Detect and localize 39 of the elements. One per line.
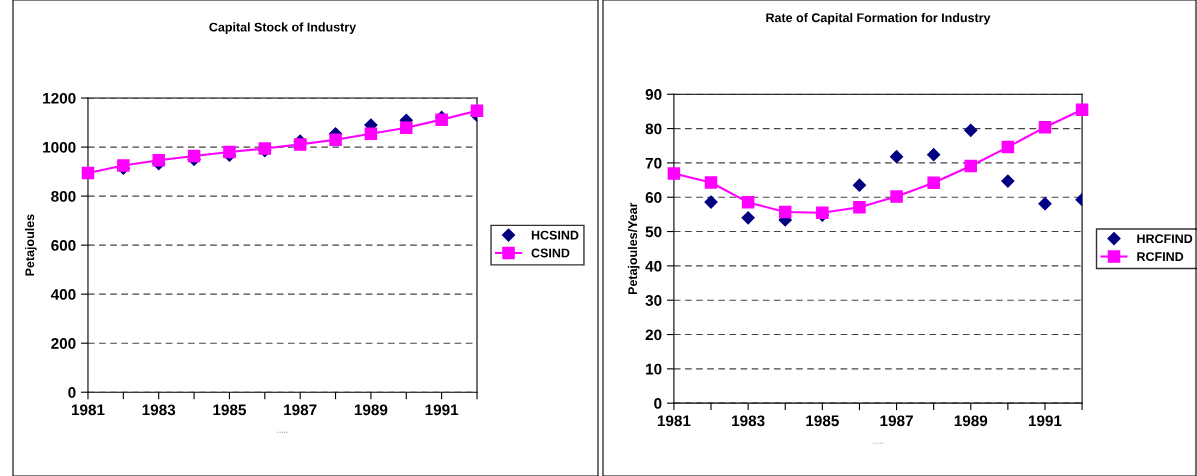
x-tick-label: 1987 <box>284 404 317 416</box>
x-tick-label: 1981 <box>657 415 691 427</box>
legend-label: HRCFIND <box>1137 234 1193 244</box>
x-tick-label: 1985 <box>806 415 839 427</box>
x-tick-label: 1983 <box>732 415 765 427</box>
y-tick-label: 0 <box>654 398 662 409</box>
y-tick-label: 20 <box>645 329 662 341</box>
x-axis-title: ..... <box>277 431 288 433</box>
y-tick-label: 0 <box>68 387 76 398</box>
y-tick-label: 10 <box>646 363 662 375</box>
x-tick-label: 1991 <box>425 404 459 416</box>
x-tick-label: 1983 <box>142 404 176 416</box>
legend-label: HCSIND <box>531 230 579 240</box>
chart-title: Capital Stock of Industry <box>209 22 357 34</box>
legend-label: RCFIND <box>1137 252 1184 262</box>
x-tick-label: 1981 <box>71 404 105 416</box>
x-axis-title: ..... <box>872 442 884 444</box>
x-tick-label: 1985 <box>213 404 247 416</box>
y-tick-label: 80 <box>645 123 662 135</box>
x-tick-label: 1991 <box>1028 415 1062 427</box>
y-axis-title: Petajoules/Year <box>627 202 640 295</box>
y-tick-label: 60 <box>645 192 662 203</box>
y-tick-label: 800 <box>51 190 76 202</box>
y-axis-title: Petajoules <box>24 214 37 276</box>
y-tick-label: 30 <box>645 295 662 306</box>
chart-title: Rate of Capital Formation for Industry <box>766 12 991 25</box>
y-tick-label: 40 <box>645 260 662 272</box>
legend-label: CSIND <box>531 248 570 258</box>
y-tick-label: 200 <box>51 338 76 349</box>
y-tick-label: 70 <box>645 157 662 169</box>
x-tick-label: 1989 <box>954 415 988 427</box>
x-tick-label: 1987 <box>880 415 913 427</box>
x-tick-label: 1989 <box>354 404 388 416</box>
y-tick-label: 90 <box>645 89 662 100</box>
y-tick-label: 400 <box>50 289 76 300</box>
y-tick-label: 600 <box>51 240 76 251</box>
y-tick-label: 1000 <box>43 141 76 153</box>
y-tick-label: 50 <box>645 226 662 238</box>
y-tick-label: 1200 <box>43 92 76 104</box>
